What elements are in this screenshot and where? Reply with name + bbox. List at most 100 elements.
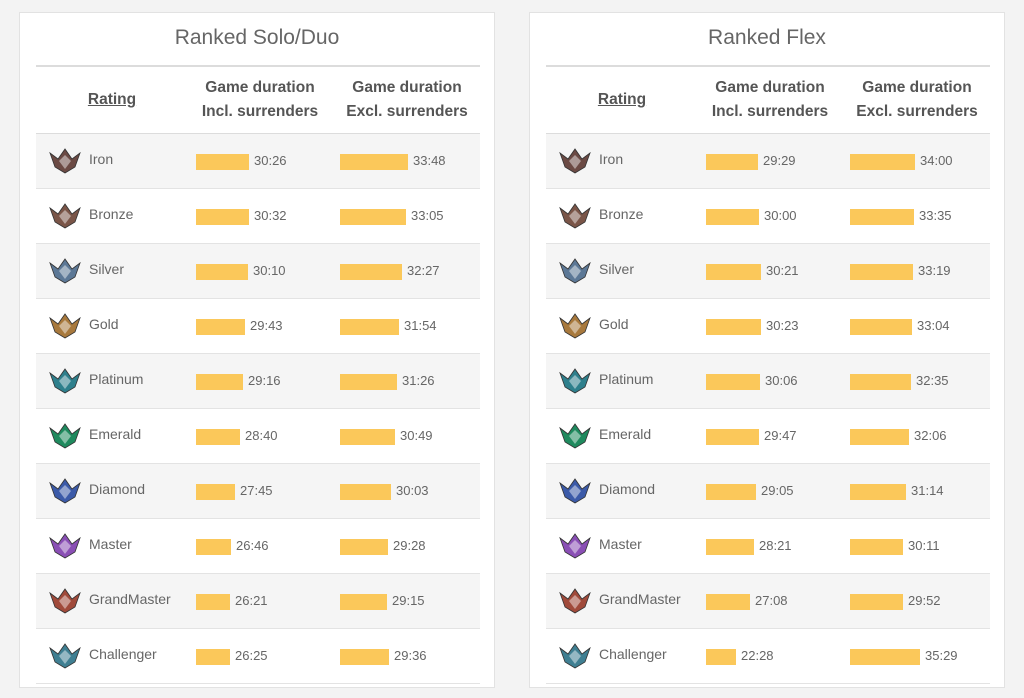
incl-duration-value: 27:45 <box>240 483 273 498</box>
iron-rank-icon <box>559 147 591 175</box>
table-body: Iron 30:26 33:48 Bronze 30:32 33:05 Silver 30:1… <box>36 134 480 684</box>
challenger-rank-icon <box>49 642 81 670</box>
incl-duration-bar <box>196 154 249 170</box>
incl-duration-bar <box>706 484 756 500</box>
rank-name: Diamond <box>599 481 656 497</box>
table-header: Rating Game duration Incl. surrenders Gam… <box>546 65 990 134</box>
rank-name: Silver <box>599 261 635 277</box>
rank-name: Bronze <box>599 206 644 222</box>
platinum-rank-icon <box>559 367 591 395</box>
incl-duration-value: 29:05 <box>761 483 794 498</box>
excl-duration-value: 33:19 <box>918 263 951 278</box>
grandmaster-rank-icon <box>49 587 81 615</box>
excl-duration-value: 30:03 <box>396 483 429 498</box>
excl-surrenders-column-header: Game duration Excl. surrenders <box>856 79 978 120</box>
panel-title: Ranked Flex <box>708 26 826 49</box>
excl-duration-bar <box>340 319 399 335</box>
incl-duration-value: 27:08 <box>755 593 788 608</box>
rank-name: Iron <box>89 151 114 167</box>
rank-name: Emerald <box>599 426 652 442</box>
rank-name: Gold <box>599 316 629 332</box>
rank-name: Platinum <box>89 371 144 387</box>
excl-duration-value: 29:52 <box>908 593 941 608</box>
rank-name: Emerald <box>89 426 142 442</box>
table-row: Master 28:21 30:11 <box>546 519 990 574</box>
rank-name: Challenger <box>89 646 157 662</box>
excl-duration-bar <box>850 154 915 170</box>
excl-duration-value: 32:06 <box>914 428 947 443</box>
incl-duration-value: 29:43 <box>250 318 283 333</box>
rank-name: Iron <box>599 151 624 167</box>
incl-duration-value: 26:25 <box>235 648 268 663</box>
incl-duration-bar <box>706 319 761 335</box>
incl-duration-value: 30:10 <box>253 263 286 278</box>
excl-duration-value: 29:28 <box>393 538 426 553</box>
excl-duration-value: 33:04 <box>917 318 950 333</box>
incl-duration-bar <box>196 264 248 280</box>
incl-duration-bar <box>706 374 760 390</box>
excl-duration-value: 33:48 <box>413 153 446 168</box>
excl-duration-value: 32:35 <box>916 373 949 388</box>
incl-duration-value: 28:40 <box>245 428 278 443</box>
excl-duration-bar <box>340 264 402 280</box>
excl-duration-bar <box>850 374 911 390</box>
bronze-rank-icon <box>559 202 591 230</box>
incl-duration-bar <box>706 649 736 665</box>
excl-duration-bar <box>340 649 389 665</box>
excl-duration-value: 29:36 <box>394 648 427 663</box>
excl-duration-bar <box>850 484 906 500</box>
rank-name: GrandMaster <box>89 591 171 607</box>
incl-duration-value: 28:21 <box>759 538 792 553</box>
incl-duration-value: 22:28 <box>741 648 774 663</box>
table-row: Iron 30:26 33:48 <box>36 134 480 189</box>
excl-duration-value: 31:26 <box>402 373 435 388</box>
emerald-rank-icon <box>559 422 591 450</box>
table-row: Emerald 28:40 30:49 <box>36 409 480 464</box>
table-row: Bronze 30:32 33:05 <box>36 189 480 244</box>
challenger-rank-icon <box>559 642 591 670</box>
excl-surrenders-column-header: Game duration Excl. surrenders <box>346 79 468 120</box>
master-rank-icon <box>559 532 591 560</box>
excl-duration-bar <box>340 484 391 500</box>
excl-duration-bar <box>850 539 903 555</box>
incl-duration-bar <box>706 429 759 445</box>
incl-duration-bar <box>196 319 245 335</box>
incl-duration-bar <box>196 209 249 225</box>
gold-rank-icon <box>49 312 81 340</box>
table-row: Challenger 22:28 35:29 <box>546 629 990 684</box>
master-rank-icon <box>49 532 81 560</box>
platinum-rank-icon <box>49 367 81 395</box>
rank-name: Bronze <box>89 206 134 222</box>
incl-duration-value: 26:21 <box>235 593 268 608</box>
bronze-rank-icon <box>49 202 81 230</box>
panel-title: Ranked Solo/Duo <box>174 26 340 49</box>
table-row: Bronze 30:00 33:35 <box>546 189 990 244</box>
incl-duration-value: 30:32 <box>254 208 287 223</box>
excl-duration-bar <box>850 649 920 665</box>
table-row: Master 26:46 29:28 <box>36 519 480 574</box>
excl-duration-value: 30:11 <box>908 538 940 553</box>
excl-duration-value: 34:00 <box>920 153 953 168</box>
excl-duration-bar <box>340 374 397 390</box>
incl-duration-value: 29:47 <box>764 428 797 443</box>
incl-duration-value: 29:29 <box>763 153 796 168</box>
table-row: Challenger 26:25 29:36 <box>36 629 480 684</box>
rating-column-header[interactable]: Rating <box>597 91 647 108</box>
incl-duration-bar <box>706 594 750 610</box>
rating-column-header[interactable]: Rating <box>87 91 137 108</box>
silver-rank-icon <box>49 257 81 285</box>
rank-name: GrandMaster <box>599 591 681 607</box>
iron-rank-icon <box>49 147 81 175</box>
excl-duration-value: 33:35 <box>919 208 952 223</box>
rank-name: Gold <box>89 316 119 332</box>
table-header: Rating Game duration Incl. surrenders Gam… <box>36 65 480 134</box>
incl-duration-bar <box>196 374 243 390</box>
excl-duration-bar <box>850 594 903 610</box>
excl-duration-bar <box>340 209 406 225</box>
rank-name: Master <box>89 536 132 552</box>
table-row: Diamond 27:45 30:03 <box>36 464 480 519</box>
silver-rank-icon <box>559 257 591 285</box>
duration-table: Rating Game duration Incl. surrenders Gam… <box>36 65 480 684</box>
diamond-rank-icon <box>49 477 81 505</box>
ranked-solo-duo-panel: Ranked Solo/Duo Rating Game duration Incl… <box>19 12 495 688</box>
